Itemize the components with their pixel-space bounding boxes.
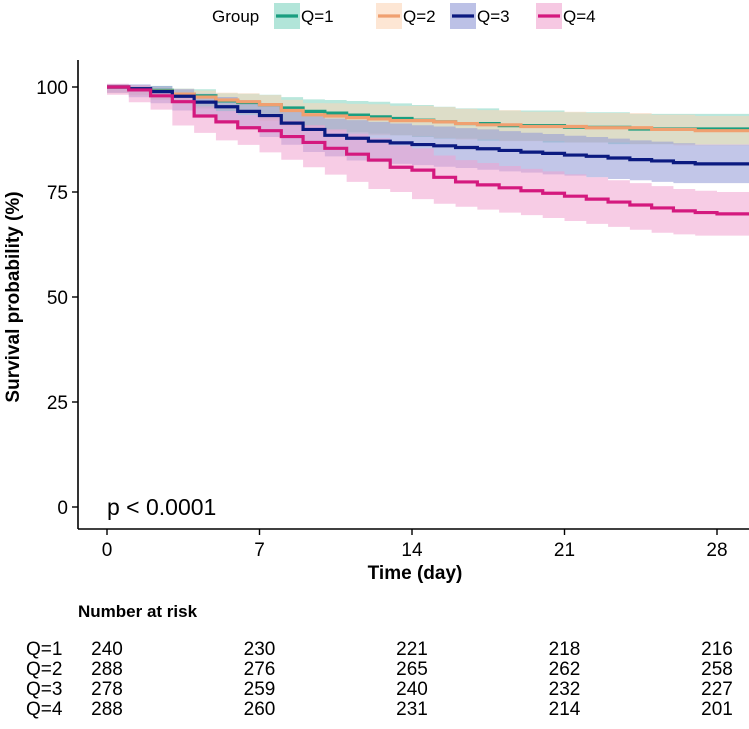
p-value-annotation: p < 0.0001 — [107, 494, 216, 520]
x-tick-label: 14 — [401, 540, 423, 561]
risk-cell: 227 — [701, 679, 733, 700]
risk-cell: 230 — [243, 639, 276, 660]
y-tick-label: 75 — [47, 183, 68, 204]
risk-cell: 232 — [548, 679, 581, 700]
risk-cell: 216 — [701, 639, 733, 660]
risk-row-label: Q=2 — [26, 659, 63, 680]
risk-cell: 240 — [396, 679, 428, 700]
survival-chart: Group Q=1 Q=2 Q=3 Q=4 0 25 50 75 100 0 7 14 21 28 S… — [3, 3, 749, 584]
survival-line-Q3 — [107, 85, 749, 166]
risk-row-Q1: Q=1 240 230 221 218 216 — [0, 640, 749, 660]
risk-cell: 231 — [396, 699, 428, 720]
legend-title: Group — [212, 7, 259, 26]
y-tick-label: 50 — [47, 288, 68, 309]
risk-row-Q4: Q=4 288 260 231 214 201 — [0, 700, 749, 720]
legend: Group Q=1 Q=2 Q=3 Q=4 — [212, 3, 596, 29]
risk-row-Q3: Q=3 278 259 240 232 227 — [0, 680, 749, 700]
risk-cell: 278 — [91, 679, 123, 700]
risk-cell: 240 — [91, 639, 123, 660]
risk-row-label: Q=1 — [26, 639, 63, 660]
y-tick-label: 25 — [47, 393, 68, 414]
risk-row-Q2: Q=2 288 276 265 262 258 — [0, 660, 749, 680]
risk-cell: 258 — [701, 659, 733, 680]
risk-cell: 260 — [243, 699, 276, 720]
survival-lines — [107, 85, 749, 216]
risk-cell: 201 — [701, 699, 733, 720]
risk-cell: 214 — [548, 699, 581, 720]
legend-label: Q=4 — [563, 7, 596, 26]
y-ticks: 0 25 50 75 100 — [36, 78, 78, 519]
risk-row-label: Q=4 — [26, 699, 63, 720]
ci-band-Q2 — [107, 84, 749, 146]
risk-table-title: Number at risk — [78, 602, 198, 621]
risk-cell: 221 — [396, 639, 428, 660]
x-axis-label: Time (day) — [368, 563, 463, 584]
survival-line-Q4 — [107, 85, 749, 216]
risk-cell: 288 — [91, 699, 123, 720]
risk-row-label: Q=3 — [26, 679, 63, 700]
risk-cell: 259 — [243, 679, 276, 700]
risk-cell: 262 — [548, 659, 581, 680]
risk-cell: 276 — [243, 659, 276, 680]
risk-cell: 218 — [548, 639, 581, 660]
legend-label: Q=3 — [477, 7, 510, 26]
x-tick-label: 21 — [554, 540, 575, 561]
y-tick-label: 0 — [57, 498, 68, 519]
y-axis-label: Survival probability (%) — [3, 191, 24, 402]
x-ticks: 0 7 14 21 28 — [102, 529, 728, 561]
x-tick-label: 7 — [254, 540, 265, 561]
survival-line-Q2 — [107, 85, 749, 133]
y-tick-label: 100 — [36, 78, 68, 99]
risk-cell: 288 — [91, 659, 123, 680]
legend-label: Q=2 — [403, 7, 436, 26]
x-tick-label: 0 — [102, 540, 113, 561]
risk-cell: 265 — [396, 659, 428, 680]
ci-band-Q3 — [107, 84, 749, 184]
x-tick-label: 28 — [706, 540, 727, 561]
legend-label: Q=1 — [301, 7, 334, 26]
